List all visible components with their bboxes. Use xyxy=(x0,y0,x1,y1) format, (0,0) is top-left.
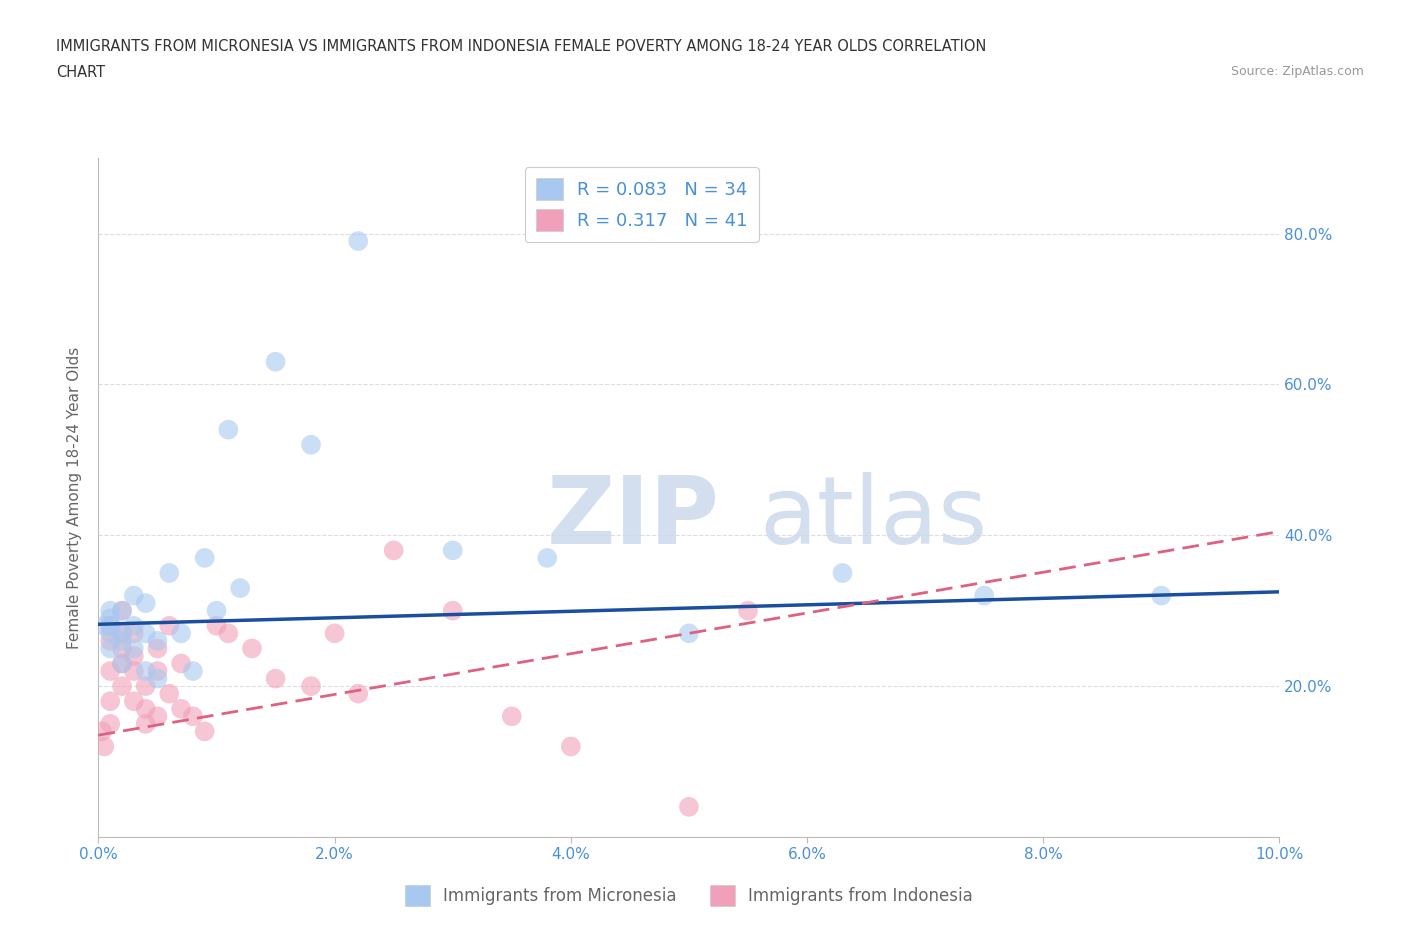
Point xyxy=(111,656,134,671)
Point xyxy=(299,679,322,694)
Point xyxy=(98,633,121,648)
Text: ZIP: ZIP xyxy=(547,472,720,564)
Point xyxy=(146,633,169,648)
Text: CHART: CHART xyxy=(56,65,105,80)
Point xyxy=(122,588,145,603)
Point xyxy=(170,626,193,641)
Point xyxy=(111,679,134,694)
Point xyxy=(93,739,115,754)
Point xyxy=(441,604,464,618)
Point xyxy=(135,716,157,731)
Point xyxy=(299,437,322,452)
Point xyxy=(347,686,370,701)
Point xyxy=(157,618,180,633)
Point xyxy=(170,701,193,716)
Point xyxy=(98,694,121,709)
Point xyxy=(122,648,145,663)
Point xyxy=(122,664,145,679)
Text: Source: ZipAtlas.com: Source: ZipAtlas.com xyxy=(1230,65,1364,78)
Point xyxy=(135,596,157,611)
Point xyxy=(122,641,145,656)
Point xyxy=(1150,588,1173,603)
Point xyxy=(560,739,582,754)
Point xyxy=(264,354,287,369)
Point xyxy=(135,701,157,716)
Point xyxy=(157,686,180,701)
Point xyxy=(831,565,853,580)
Y-axis label: Female Poverty Among 18-24 Year Olds: Female Poverty Among 18-24 Year Olds xyxy=(67,347,83,649)
Point xyxy=(146,664,169,679)
Point xyxy=(146,641,169,656)
Point xyxy=(111,604,134,618)
Text: IMMIGRANTS FROM MICRONESIA VS IMMIGRANTS FROM INDONESIA FEMALE POVERTY AMONG 18-: IMMIGRANTS FROM MICRONESIA VS IMMIGRANTS… xyxy=(56,39,987,54)
Point xyxy=(678,626,700,641)
Point xyxy=(135,679,157,694)
Point xyxy=(194,724,217,738)
Point xyxy=(111,626,134,641)
Point xyxy=(98,618,121,633)
Point xyxy=(111,604,134,618)
Point xyxy=(737,604,759,618)
Point xyxy=(264,671,287,686)
Point xyxy=(98,626,121,641)
Point xyxy=(441,543,464,558)
Point xyxy=(122,618,145,633)
Point xyxy=(217,626,239,641)
Point xyxy=(111,656,134,671)
Legend: Immigrants from Micronesia, Immigrants from Indonesia: Immigrants from Micronesia, Immigrants f… xyxy=(398,879,980,912)
Point xyxy=(181,664,204,679)
Point xyxy=(93,618,115,633)
Point xyxy=(170,656,193,671)
Point xyxy=(536,551,558,565)
Point xyxy=(240,641,263,656)
Point xyxy=(135,664,157,679)
Point xyxy=(98,604,121,618)
Point xyxy=(205,618,228,633)
Point xyxy=(347,233,370,248)
Point xyxy=(229,580,252,595)
Point xyxy=(323,626,346,641)
Point xyxy=(98,611,121,626)
Point xyxy=(194,551,217,565)
Point xyxy=(122,694,145,709)
Point xyxy=(98,641,121,656)
Point xyxy=(146,671,169,686)
Point xyxy=(146,709,169,724)
Point xyxy=(98,618,121,633)
Point xyxy=(98,716,121,731)
Point xyxy=(205,604,228,618)
Point xyxy=(111,641,134,656)
Point xyxy=(217,422,239,437)
Legend: R = 0.083   N = 34, R = 0.317   N = 41: R = 0.083 N = 34, R = 0.317 N = 41 xyxy=(524,167,759,242)
Point xyxy=(157,565,180,580)
Point xyxy=(382,543,405,558)
Point xyxy=(122,626,145,641)
Point xyxy=(135,626,157,641)
Point xyxy=(91,724,114,738)
Point xyxy=(98,664,121,679)
Text: atlas: atlas xyxy=(759,472,988,564)
Point xyxy=(111,633,134,648)
Point xyxy=(111,626,134,641)
Point xyxy=(678,800,700,815)
Point xyxy=(181,709,204,724)
Point xyxy=(501,709,523,724)
Point xyxy=(973,588,995,603)
